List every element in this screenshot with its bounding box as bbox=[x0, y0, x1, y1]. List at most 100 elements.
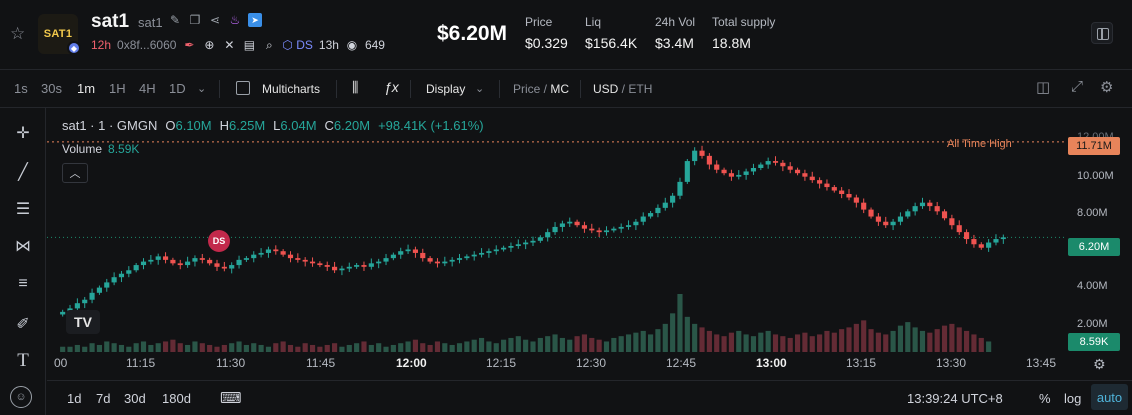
candle-body bbox=[478, 252, 485, 255]
candle-type-icon[interactable]: ⫼ bbox=[352, 79, 359, 95]
price-chart[interactable] bbox=[47, 108, 1132, 380]
candle-body bbox=[361, 265, 367, 267]
search-icon[interactable]: ⌕ bbox=[266, 37, 273, 52]
candle-body bbox=[354, 265, 360, 267]
edit-icon[interactable]: ✎ bbox=[169, 13, 181, 27]
fire-icon[interactable]: ♨ bbox=[229, 13, 241, 27]
volume-bar bbox=[714, 334, 720, 352]
multicharts-label[interactable]: Multicharts bbox=[262, 82, 321, 96]
token-symbol: sat1 bbox=[138, 15, 163, 30]
x-tick-1130: 11:30 bbox=[216, 356, 246, 370]
volume-bar bbox=[927, 332, 933, 352]
dexscreener-marker[interactable]: DS bbox=[208, 230, 230, 252]
volume-bar bbox=[214, 346, 220, 352]
text-tool-icon[interactable]: T bbox=[17, 350, 29, 371]
volume-bar bbox=[104, 341, 110, 352]
website-icon[interactable]: ⊕ bbox=[204, 38, 215, 52]
stat-supply: Total supply 18.8M bbox=[712, 15, 775, 51]
volume-bar bbox=[207, 344, 213, 352]
quill-icon[interactable]: ✒ bbox=[184, 38, 195, 52]
toggle-panel-icon[interactable] bbox=[1091, 22, 1113, 44]
volume-bar bbox=[986, 341, 992, 352]
candle-body bbox=[750, 168, 757, 172]
candle-body bbox=[817, 180, 823, 184]
range-7d[interactable]: 7d bbox=[96, 391, 111, 406]
axis-settings-gear-icon[interactable]: ⚙ bbox=[1093, 356, 1106, 372]
display-menu[interactable]: Display bbox=[426, 82, 466, 96]
range-30d[interactable]: 30d bbox=[124, 391, 146, 406]
ath-label: All Time High bbox=[947, 138, 1012, 150]
candle-body bbox=[603, 230, 610, 233]
copy-icon[interactable]: ❐ bbox=[189, 13, 201, 27]
candle-body bbox=[993, 239, 999, 243]
telegram-icon[interactable]: ➤ bbox=[248, 13, 262, 27]
trendline-icon[interactable]: ╱ bbox=[18, 164, 28, 181]
collapse-legend-chevron-icon[interactable]: ︿ bbox=[62, 163, 88, 183]
percent-scale-toggle[interactable]: % bbox=[1039, 391, 1051, 406]
candle-body bbox=[684, 161, 690, 182]
range-180d[interactable]: 180d bbox=[162, 391, 191, 406]
volume-bar bbox=[559, 337, 565, 352]
candle-body bbox=[390, 254, 396, 259]
screenshot-camera-icon[interactable]: ◫ bbox=[1036, 79, 1051, 96]
candle-body bbox=[956, 225, 962, 233]
interval-1s[interactable]: 1s bbox=[14, 81, 28, 96]
interval-1m[interactable]: 1m bbox=[77, 81, 96, 96]
fib-icon[interactable]: ≡ bbox=[18, 275, 28, 292]
candle-body bbox=[515, 244, 521, 246]
date-range-calendar-icon[interactable]: ⌨ bbox=[220, 390, 242, 407]
volume-bar bbox=[471, 339, 477, 352]
dexscreener-badge[interactable]: ⬡ DS bbox=[282, 38, 313, 52]
volume-bar bbox=[618, 336, 624, 352]
volume-bar bbox=[684, 316, 690, 352]
pattern-icon[interactable]: ⋈ bbox=[15, 238, 31, 255]
interval-30s[interactable]: 30s bbox=[41, 81, 62, 96]
multicharts-checkbox[interactable] bbox=[236, 81, 250, 95]
volume-bar bbox=[148, 344, 154, 352]
indicators-icon[interactable]: ƒx bbox=[384, 79, 399, 95]
volume-bar bbox=[581, 334, 588, 352]
range-1d[interactable]: 1d bbox=[67, 391, 82, 406]
candle-body bbox=[611, 228, 617, 231]
volume-label: Volume bbox=[62, 142, 103, 156]
volume-bar bbox=[89, 343, 95, 352]
log-scale-toggle[interactable]: log bbox=[1064, 391, 1082, 406]
display-chevron-icon[interactable]: ⌄ bbox=[475, 83, 485, 95]
volume-bar bbox=[243, 344, 249, 352]
candle-body bbox=[890, 221, 896, 226]
volume-bar bbox=[537, 337, 543, 352]
utc-clock[interactable]: 13:39:24 UTC+8 bbox=[907, 391, 1003, 406]
crosshair-icon[interactable]: ✛ bbox=[16, 125, 30, 142]
volume-bar bbox=[192, 341, 198, 352]
brush-icon[interactable]: ✐ bbox=[16, 316, 30, 333]
tradingview-logo[interactable]: TV bbox=[66, 310, 100, 334]
favorite-star-icon[interactable]: ☆ bbox=[10, 24, 26, 43]
emoji-icon[interactable]: ☺ bbox=[10, 386, 32, 408]
high-label: H bbox=[219, 118, 230, 133]
auto-scale-toggle[interactable]: auto bbox=[1091, 384, 1128, 410]
interval-dropdown-chevron-icon[interactable]: ⌄ bbox=[197, 83, 207, 95]
price-mc-toggle[interactable]: Price / MC bbox=[513, 82, 569, 96]
volume-bar bbox=[265, 346, 272, 352]
interval-1h[interactable]: 1H bbox=[109, 81, 126, 96]
volume-bar bbox=[258, 344, 264, 352]
volume-bar bbox=[434, 341, 441, 352]
interval-1d[interactable]: 1D bbox=[169, 81, 186, 96]
x-tick-1330: 13:30 bbox=[936, 356, 967, 370]
share-icon[interactable]: ⋖ bbox=[209, 13, 221, 27]
horizontal-lines-icon[interactable]: ☰ bbox=[15, 201, 31, 218]
toolbar-divider bbox=[580, 80, 581, 98]
twitter-x-icon[interactable]: ✕ bbox=[224, 38, 235, 52]
volume-bar bbox=[662, 323, 668, 352]
stat-liquidity: Liq $156.4K bbox=[585, 15, 637, 51]
contract-address[interactable]: 0x8f...6060 bbox=[117, 38, 177, 52]
interval-4h[interactable]: 4H bbox=[139, 81, 156, 96]
candle-body bbox=[96, 287, 102, 293]
candle-body bbox=[824, 183, 830, 188]
edit-info-icon[interactable]: ▤ bbox=[243, 38, 256, 52]
candle-body bbox=[523, 242, 529, 245]
fullscreen-icon[interactable]: ⤢ bbox=[1071, 78, 1084, 95]
settings-gear-icon[interactable]: ⚙ bbox=[1100, 79, 1114, 96]
currency-toggle[interactable]: USD / ETH bbox=[593, 82, 653, 96]
volume-bar bbox=[74, 344, 80, 352]
